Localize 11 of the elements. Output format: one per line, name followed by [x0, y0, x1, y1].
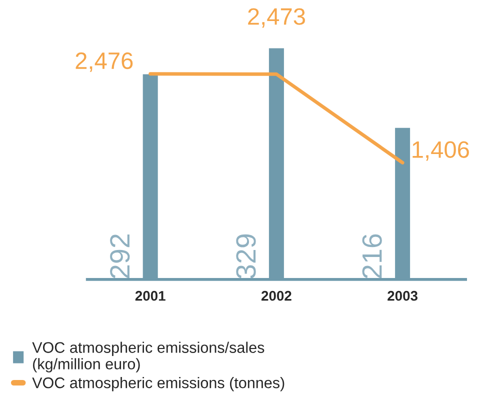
data-label: 329 — [236, 234, 256, 278]
x-tick-label: 2002 — [261, 290, 292, 301]
data-label: 292 — [110, 234, 130, 278]
legend-label: VOC atmospheric emissions (tonnes) — [32, 377, 284, 392]
data-label: 216 — [362, 234, 382, 278]
x-tick-label: 2001 — [135, 290, 166, 301]
data-label: 1,406 — [412, 141, 469, 161]
data-label: 2,473 — [248, 8, 305, 28]
legend-label: VOC atmospheric emissions/sales (kg/million euro) — [32, 342, 264, 372]
data-label: 2,476 — [76, 52, 133, 72]
x-tick-label: 2003 — [388, 290, 418, 301]
